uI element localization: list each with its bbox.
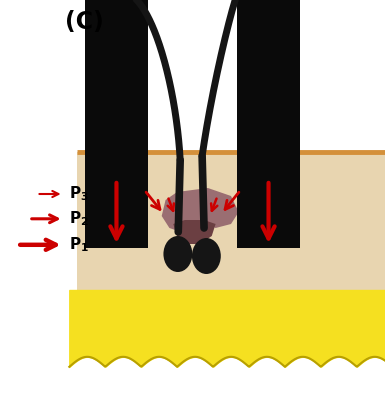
Ellipse shape: [163, 236, 192, 272]
Text: $\mathbf{P_2}$: $\mathbf{P_2}$: [69, 210, 89, 228]
Bar: [237, 0, 300, 154]
Ellipse shape: [192, 238, 221, 274]
Bar: [237, 152, 300, 248]
Bar: [85, 0, 148, 154]
Text: $\mathbf{P_1}$: $\mathbf{P_1}$: [69, 236, 89, 254]
Text: (C): (C): [65, 10, 104, 34]
Polygon shape: [162, 188, 239, 232]
Polygon shape: [173, 220, 216, 244]
Bar: [77, 152, 385, 290]
Bar: [85, 152, 148, 248]
Text: $\mathbf{P_3}$: $\mathbf{P_3}$: [69, 185, 89, 203]
